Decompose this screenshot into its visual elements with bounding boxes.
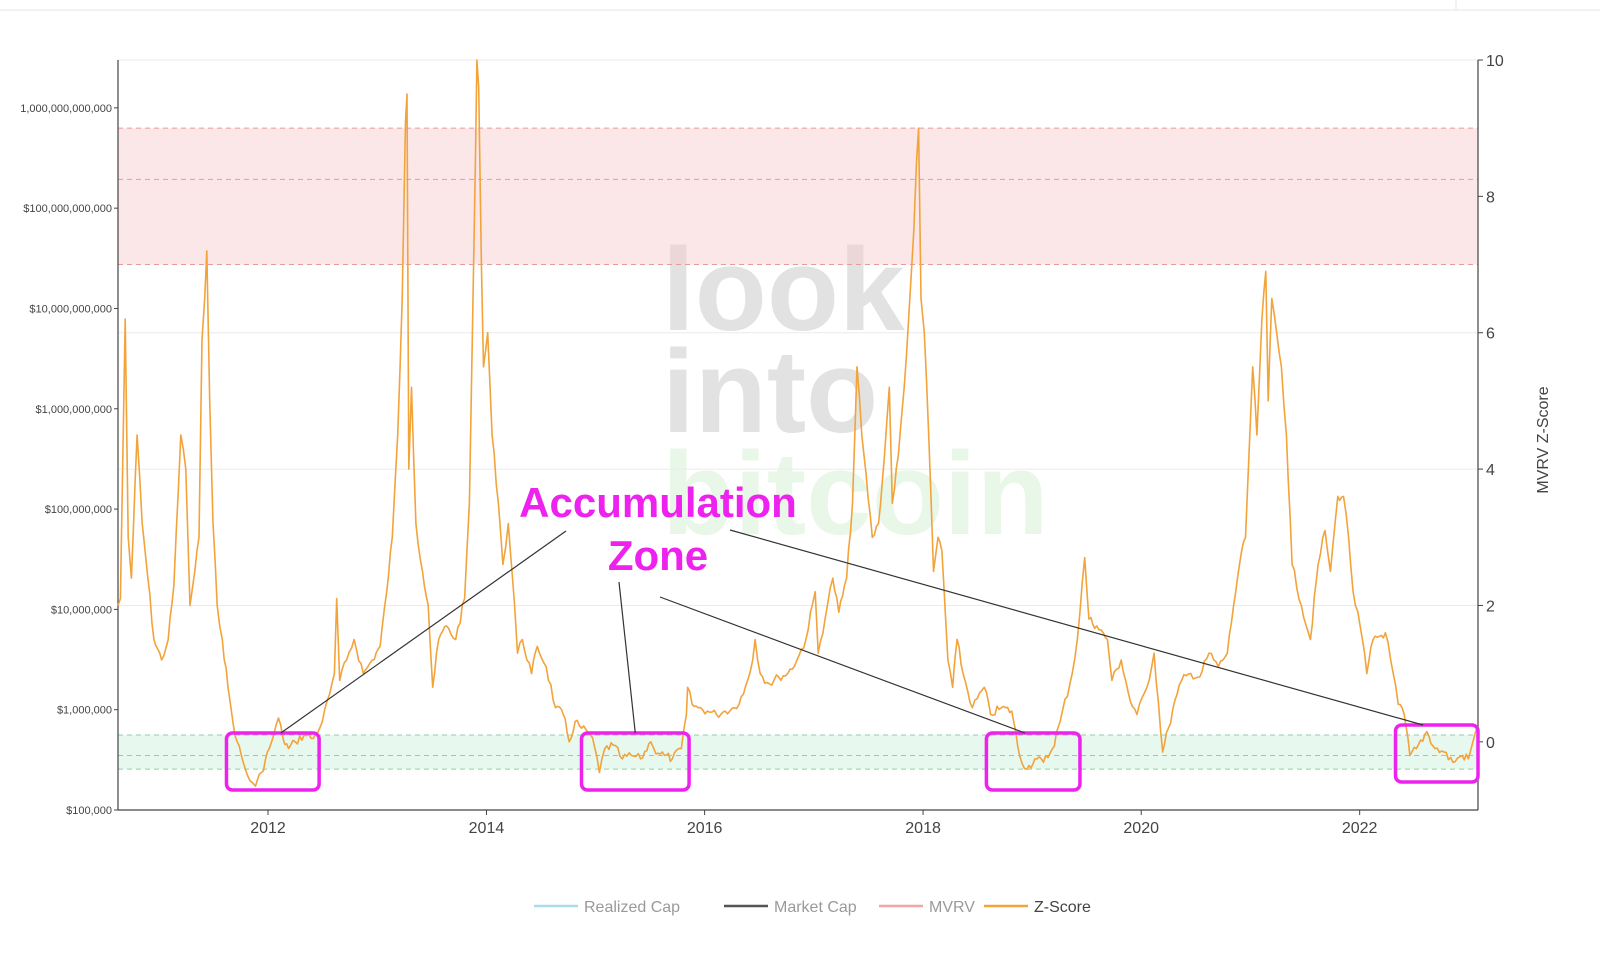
watermark-line-2: into xyxy=(662,326,878,458)
right-tick-label: 4 xyxy=(1486,462,1495,479)
x-tick-label: 2012 xyxy=(250,820,286,837)
x-tick-label: 2018 xyxy=(905,820,941,837)
annotation-pointer xyxy=(618,581,636,734)
left-axis-ticks: $100,000 $1,000,000 $10,000,000 $100,000,00… xyxy=(20,103,118,817)
legend: Realized Cap Market Cap MVRV Z-Score xyxy=(534,899,1091,916)
watermark-line-3: bitcoin xyxy=(662,428,1049,560)
right-tick-label: 8 xyxy=(1486,189,1495,206)
watermark: look into bitcoin xyxy=(662,224,1049,560)
accumulation-box xyxy=(1393,723,1480,784)
zscore-series-line xyxy=(117,59,1478,787)
gridlines xyxy=(118,59,1478,606)
red-band xyxy=(118,128,1478,265)
series-layer xyxy=(117,59,1478,787)
left-tick-label: $10,000,000,000 xyxy=(29,303,112,315)
left-tick-label: $100,000,000,000 xyxy=(23,203,112,215)
legend-item-label[interactable]: Z-Score xyxy=(1034,899,1091,916)
right-axis-ticks: 0 2 4 6 8 10 xyxy=(1478,53,1504,752)
accumulation-box xyxy=(984,731,1082,792)
accumulation-zone-annotation: Accumulation Zone xyxy=(224,479,1480,792)
watermark-line-1: look xyxy=(662,224,905,356)
left-tick-label: $1,000,000 xyxy=(57,705,112,717)
left-tick-label: $10,000,000 xyxy=(51,604,112,616)
accumulation-box xyxy=(224,731,321,792)
zone-bands xyxy=(118,127,1478,770)
annotation-pointer xyxy=(280,530,567,734)
left-tick-label: $100,000,000 xyxy=(45,504,112,516)
x-tick-label: 2016 xyxy=(687,820,723,837)
x-axis-ticks: 2012 2014 2016 2018 2020 2022 xyxy=(250,810,1378,837)
right-axis-title: MVRV Z-Score xyxy=(1535,386,1552,493)
annotation-label-line-2: Zone xyxy=(608,532,708,579)
annotation-pointer xyxy=(659,596,1026,734)
legend-item-label[interactable]: Market Cap xyxy=(774,899,857,916)
left-tick-label: 1,000,000,000,000 xyxy=(20,103,112,115)
right-tick-label: 2 xyxy=(1486,598,1495,615)
x-tick-label: 2014 xyxy=(469,820,505,837)
right-tick-label: 0 xyxy=(1486,735,1495,752)
legend-item-label[interactable]: MVRV xyxy=(929,899,975,916)
x-tick-label: 2022 xyxy=(1342,820,1378,837)
green-band xyxy=(118,735,1478,770)
legend-item-label[interactable]: Realized Cap xyxy=(584,899,680,916)
left-tick-label: $100,000 xyxy=(66,805,112,817)
annotation-pointer xyxy=(729,529,1424,726)
right-tick-label: 10 xyxy=(1486,53,1504,70)
left-tick-label: $1,000,000,000 xyxy=(36,404,112,416)
annotation-label-line-1: Accumulation xyxy=(519,479,797,526)
right-tick-label: 6 xyxy=(1486,326,1495,343)
axes xyxy=(117,60,1479,811)
x-tick-label: 2020 xyxy=(1123,820,1159,837)
